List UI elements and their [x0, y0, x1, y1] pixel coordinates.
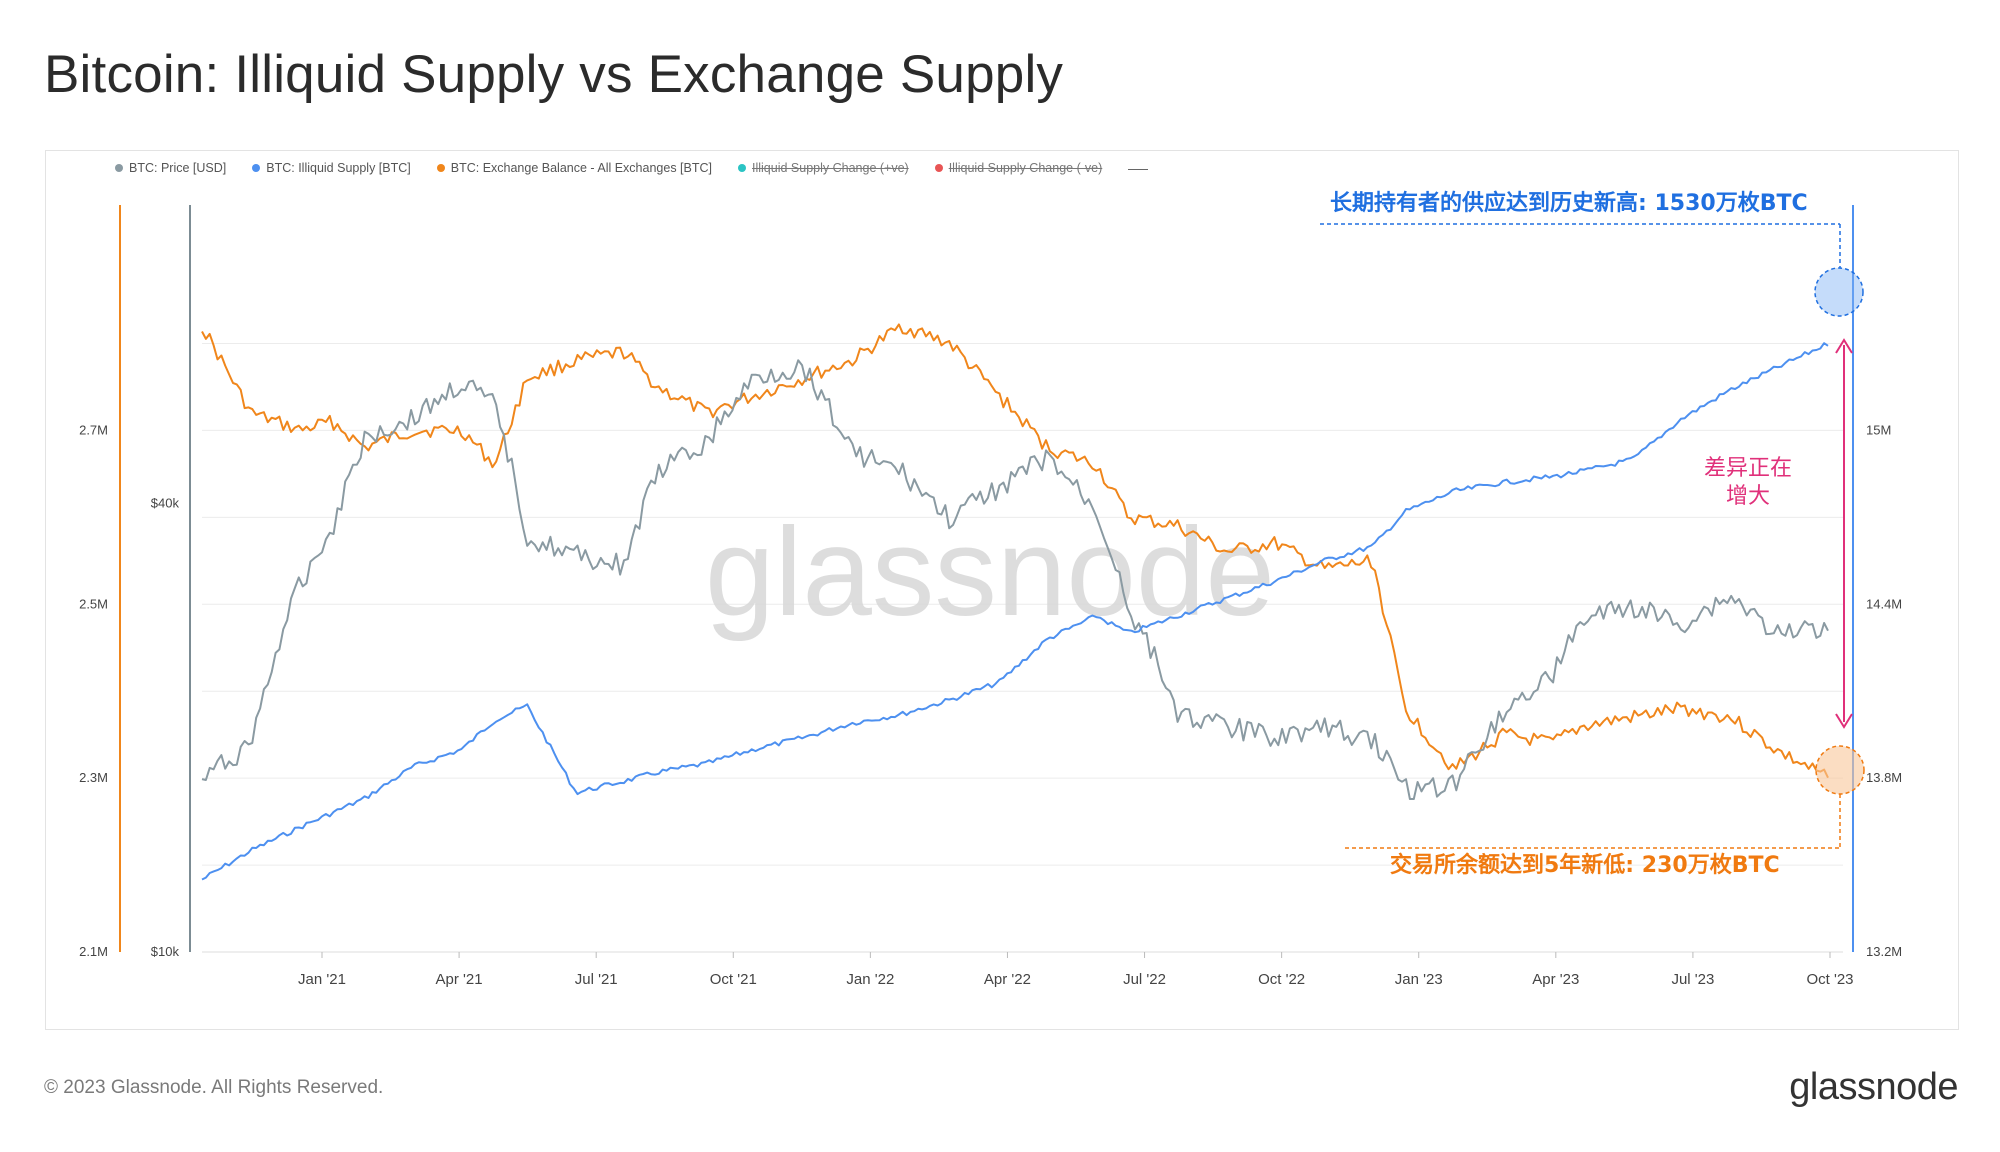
chart-legend: BTC: Price [USD] BTC: Illiquid Supply [B… [115, 161, 1149, 175]
exchange-balance-line [201, 323, 1829, 779]
illiquid-axis-tick: 14.4M [1866, 596, 1902, 611]
price-line [201, 359, 1829, 800]
legend-item-more[interactable] [1128, 161, 1149, 175]
legend-label-exchange: BTC: Exchange Balance - All Exchanges [B… [450, 161, 712, 175]
x-axis-tick-label: Oct '23 [1806, 971, 1853, 988]
legend-item-price[interactable]: BTC: Price [USD] [115, 161, 226, 175]
legend-label-price: BTC: Price [USD] [129, 161, 227, 175]
price-axis-tick: $40k [151, 495, 180, 510]
price-axis-tick: $10k [151, 944, 180, 959]
exchange-axis-tick: 2.5M [79, 596, 108, 611]
gap-growing-line2: 增大 [1726, 484, 1770, 509]
legend-label-change-negative: Illiquid Supply Change (-ve) [948, 161, 1103, 175]
x-axis-tick-label: Jul '23 [1671, 971, 1714, 988]
watermark: glassnode [705, 503, 1275, 642]
gap-growing-line1: 差异正在 [1704, 456, 1792, 481]
legend-more-icon [1128, 168, 1149, 170]
x-axis-tick-label: Oct '22 [1258, 971, 1305, 988]
chart-title: Bitcoin: Illiquid Supply vs Exchange Sup… [44, 45, 1064, 104]
annotation-layer: 长期持有者的供应达到历史新高: 1530万枚BTC 交易所余额达到5年新低: 2… [1320, 190, 1865, 878]
x-axis-tick-label: Oct '21 [710, 971, 757, 988]
x-axis-tick-label: Jan '22 [846, 971, 894, 988]
illiquid-axis-tick: 13.8M [1866, 770, 1902, 785]
legend-dot-change-positive [738, 164, 746, 172]
glassnode-logo[interactable]: glassnode [1789, 1066, 1958, 1108]
illiquid-axis-tick: 15M [1866, 422, 1891, 437]
legend-dot-exchange [436, 164, 445, 172]
x-axis-tick-label: Jul '21 [575, 971, 618, 988]
illiquid-high-marker [1814, 267, 1864, 317]
exchange-low-annotation: 交易所余额达到5年新低: 230万枚BTC [1390, 852, 1780, 878]
gap-arrow-head-down [1835, 713, 1853, 729]
footer-copyright: © 2023 Glassnode. All Rights Reserved. [44, 1077, 384, 1098]
legend-item-exchange[interactable]: BTC: Exchange Balance - All Exchanges [B… [436, 161, 712, 175]
exchange-low-marker [1815, 745, 1865, 795]
illiquid-supply-line [201, 342, 1829, 881]
illiquid-high-annotation: 长期持有者的供应达到历史新高: 1530万枚BTC [1330, 190, 1808, 216]
chart-frame [45, 150, 1959, 1030]
x-axis-tick-label: Jan '23 [1395, 971, 1443, 988]
exchange-axis-tick: 2.3M [79, 770, 108, 785]
axis-layer: 2.1M 2.3M 2.5M 2.7M $10k $40k 13.2M 13.8M 14.4M 1… [79, 205, 1902, 988]
x-axis-tick-label: Apr '22 [984, 971, 1031, 988]
legend-label-illiquid: BTC: Illiquid Supply [BTC] [266, 161, 411, 175]
x-axis-tick-label: Apr '21 [436, 971, 483, 988]
series-layer [201, 323, 1829, 881]
legend-dot-price [115, 164, 123, 172]
legend-item-change-positive[interactable]: Illiquid Supply Change (+ve) [738, 161, 909, 175]
exchange-axis-tick: 2.1M [79, 944, 108, 959]
x-axis-tick-label: Jan '21 [298, 971, 346, 988]
legend-item-change-negative[interactable]: Illiquid Supply Change (-ve) [934, 161, 1103, 175]
illiquid-axis-tick: 13.2M [1866, 944, 1902, 959]
legend-dot-illiquid [252, 164, 261, 172]
exchange-axis-tick: 2.7M [79, 422, 108, 437]
legend-label-change-positive: Illiquid Supply Change (+ve) [752, 161, 909, 175]
legend-dot-change-negative [934, 164, 943, 172]
x-axis-tick-label: Apr '23 [1532, 971, 1579, 988]
gap-arrow-head-up [1835, 338, 1853, 354]
x-axis-tick-label: Jul '22 [1123, 971, 1166, 988]
legend-item-illiquid[interactable]: BTC: Illiquid Supply [BTC] [252, 161, 411, 175]
